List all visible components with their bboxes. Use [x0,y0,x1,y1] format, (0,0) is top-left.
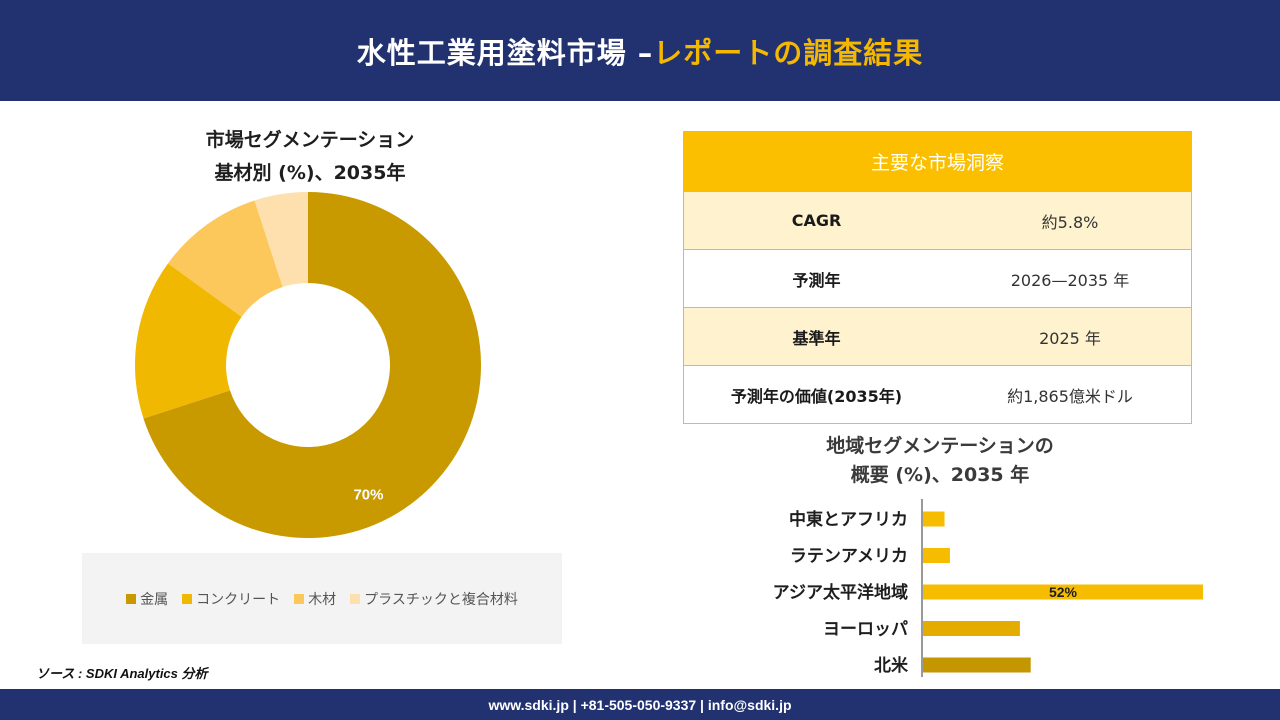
donut-legend: 金属 コンクリート 木材 プラスチックと複合材料 [82,553,562,644]
bar-category-label: 中東とアフリカ [789,509,908,530]
insights-label: CAGR [791,211,842,230]
donut-chart-title: 市場セグメンテーション 基材別 (%)、2035年 [120,124,500,190]
insights-label: 予測年の価値(2035年) [730,386,903,406]
legend-item: プラスチックと複合材料 [350,589,518,609]
region-title-line1: 地域セグメンテーションの [826,435,1054,457]
insights-header: 主要な市場洞察 [684,132,1191,191]
bar [923,621,1020,636]
bar [923,548,950,563]
bar-category-label: ヨーロッパ [823,620,908,640]
legend-swatch [182,593,193,604]
insights-value: 約1,865億米ドル [1007,386,1133,406]
title-main: 水性工業用塗料市場 – [356,35,654,70]
insights-value: 2025 年 [1039,328,1101,348]
header-banner: 水性工業用塗料市場 –レポートの調査結果 [0,0,1280,101]
footer-contact: www.sdki.jp | +81-505-050-9337 | info@sd… [0,689,1280,720]
legend-swatch [126,593,137,604]
bar-category-label: ラテンアメリカ [790,547,908,567]
insights-row-cagr: CAGR 約5.8% [684,191,1191,249]
insights-label: 基準年 [792,328,841,348]
bar-category-label: アジア太平洋地域 [773,582,908,603]
bar-category-label: 北米 [874,655,909,676]
donut-slice [135,263,242,419]
legend-label: プラスチックと複合材料 [364,591,518,608]
donut-title-line1: 市場セグメンテーション [205,129,415,151]
insights-row-forecast-years: 予測年 2026—2035 年 [684,249,1191,307]
legend-swatch [294,593,305,604]
donut-slice [143,192,481,538]
donut-slice [168,200,283,317]
bar-data-label: 52% [1049,584,1078,600]
insights-row-base-year: 基準年 2025 年 [684,307,1191,365]
market-insights-table: 主要な市場洞察 CAGR 約5.8% 予測年 2026—2035 年 基準年 2… [683,131,1192,424]
legend-label: コンクリート [196,591,281,608]
legend-item: 金属 [126,589,168,609]
insights-row-forecast-value: 予測年の価値(2035年) 約1,865億米ドル [684,365,1191,423]
legend-item: 木材 [294,589,336,609]
title-highlight: レポートの調査結果 [653,35,924,70]
donut-chart: 70% [135,192,481,538]
legend-item: コンクリート [182,589,280,609]
donut-data-label: 70% [353,487,383,504]
bar [923,511,945,527]
insights-label: 予測年 [792,270,841,290]
legend-swatch [350,593,361,604]
page-title: 水性工業用塗料市場 –レポートの調査結果 [357,30,924,72]
bar [923,584,1203,600]
legend-label: 木材 [308,591,337,608]
insights-value: 2026—2035 年 [1010,270,1130,290]
donut-slice [254,192,308,288]
region-chart-title: 地域セグメンテーションの 概要 (%)、2035 年 [760,432,1120,490]
bar [923,657,1031,673]
donut-title-line2: 基材別 (%)、2035年 [214,162,406,184]
legend-label: 金属 [140,591,169,608]
source-note: ソース : SDKI Analytics 分析 [36,666,208,681]
insights-value: 約5.8% [1041,212,1099,232]
region-title-line2: 概要 (%)、2035 年 [850,464,1030,486]
